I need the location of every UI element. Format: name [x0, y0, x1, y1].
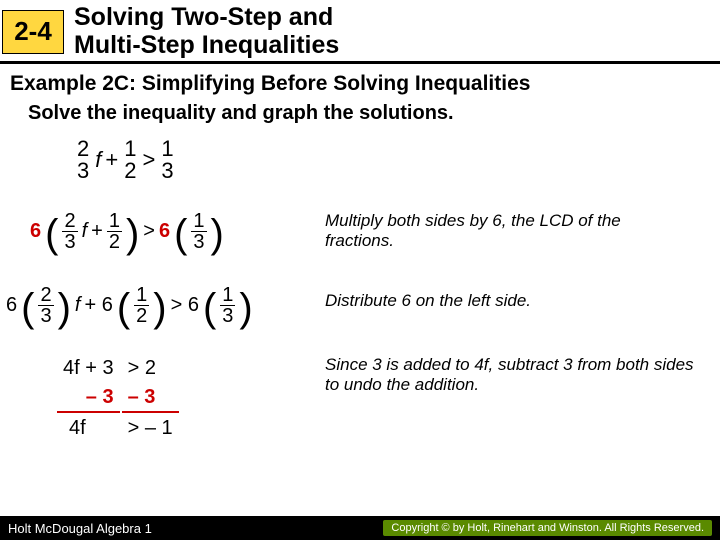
frac-num: 1 [159, 138, 175, 160]
multiplier: 6 [6, 294, 17, 317]
instruction: Solve the inequality and graph the solut… [28, 102, 720, 125]
op-gt: > [142, 147, 155, 173]
variable: f [82, 220, 88, 243]
header: 2-4 Solving Two-Step and Multi-Step Ineq… [0, 0, 720, 64]
frac-den: 3 [191, 232, 206, 252]
step1-expression: 6 ( 23 f + 12 ) > 6 ( 13 ) [30, 211, 224, 252]
eq-left: 4f + 3 [57, 355, 120, 382]
result-left: 4f [57, 415, 120, 442]
subtract-right: – 3 [122, 384, 179, 413]
title-line2: Multi-Step Inequalities [74, 32, 339, 60]
frac-num: 1 [107, 211, 122, 232]
result-right: > – 1 [122, 415, 179, 442]
lesson-title: Solving Two-Step and Multi-Step Inequali… [74, 4, 339, 59]
frac-num: 2 [75, 138, 91, 160]
op-plus: + [105, 147, 118, 173]
eq-right: > 2 [122, 355, 179, 382]
op-plus: + 6 [84, 294, 112, 317]
variable: f [75, 294, 81, 317]
step3-explanation: Since 3 is added to 4f, subtract 3 from … [325, 355, 695, 396]
frac-num: 1 [220, 285, 235, 306]
frac-num: 1 [134, 285, 149, 306]
op-plus: + [91, 220, 103, 243]
step2-expression: 6 ( 23 ) f + 6 ( 12 ) > 6 ( 13 ) [6, 285, 253, 326]
problem-expression: 23 f + 12 > 13 [75, 138, 176, 182]
multiplier: 6 [159, 220, 170, 243]
frac-num: 2 [38, 285, 53, 306]
step1-explanation: Multiply both sides by 6, the LCD of the… [325, 211, 685, 252]
frac-den: 3 [159, 160, 175, 182]
variable: f [95, 147, 101, 173]
op-gt: > 6 [171, 294, 199, 317]
frac-den: 2 [107, 232, 122, 252]
frac-den: 2 [122, 160, 138, 182]
frac-num: 2 [62, 211, 77, 232]
frac-den: 3 [62, 232, 77, 252]
frac-num: 1 [122, 138, 138, 160]
frac-den: 3 [38, 306, 53, 326]
frac-num: 1 [191, 211, 206, 232]
lesson-badge: 2-4 [2, 10, 64, 54]
footer: Holt McDougal Algebra 1 Copyright © by H… [0, 516, 720, 540]
example-title: Example 2C: Simplifying Before Solving I… [10, 72, 720, 96]
step2-explanation: Distribute 6 on the left side. [325, 291, 685, 311]
book-title: Holt McDougal Algebra 1 [8, 521, 152, 536]
subtract-left: – 3 [57, 384, 120, 413]
op-gt: > [143, 220, 155, 243]
frac-den: 3 [220, 306, 235, 326]
step3-expression: 4f + 3> 2 – 3– 3 4f> – 1 [55, 353, 181, 444]
frac-den: 2 [134, 306, 149, 326]
multiplier: 6 [30, 220, 41, 243]
title-line1: Solving Two-Step and [74, 4, 339, 32]
copyright: Copyright © by Holt, Rinehart and Winsto… [383, 520, 712, 536]
frac-den: 3 [75, 160, 91, 182]
